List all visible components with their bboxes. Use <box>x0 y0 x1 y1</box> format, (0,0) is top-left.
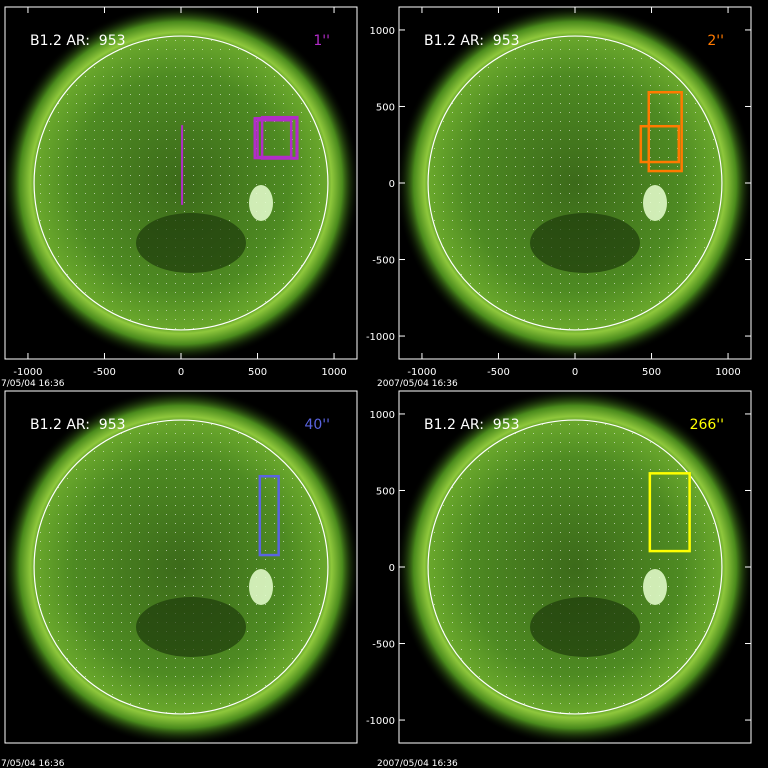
x-tick-label: 1000 <box>321 367 346 378</box>
y-tick-label: 0 <box>389 563 395 574</box>
x-tick-label: 0 <box>178 367 184 378</box>
panel-label: B1.2 AR: 953 <box>30 33 126 49</box>
x-tick-label: 500 <box>642 367 661 378</box>
field-of-view <box>258 474 280 557</box>
x-tick-label: 1000 <box>715 367 740 378</box>
y-tick-label: 1000 <box>370 26 395 37</box>
y-tick-label: 500 <box>376 102 395 113</box>
panel-label: B1.2 AR: 953 <box>30 417 126 433</box>
field-of-view <box>647 90 683 173</box>
coronal-hole <box>136 597 246 657</box>
limb <box>33 35 329 331</box>
x-tick-label: -500 <box>487 367 510 378</box>
limb <box>427 419 723 715</box>
disk-grid <box>428 36 722 330</box>
y-tick-label: -1000 <box>366 716 395 727</box>
disk-grid <box>428 420 722 714</box>
panel: -1000 -500 0 500 1000 -1000 -500 0 500 1000 B1.2 A… <box>366 6 752 389</box>
solar-image <box>399 7 751 359</box>
active-region <box>643 185 667 221</box>
field-of-view <box>256 119 293 159</box>
y-tick-label: 0 <box>389 179 395 190</box>
solar-image <box>399 391 751 743</box>
active-region <box>643 569 667 605</box>
field-of-view <box>639 124 681 164</box>
passband-tag: 40'' <box>304 417 330 433</box>
y-tick-label: -500 <box>372 256 395 267</box>
x-tick-label: 0 <box>572 367 578 378</box>
passband-tag: 2'' <box>707 33 724 49</box>
coronal-hole <box>530 597 640 657</box>
panel: B1.2 AR: 953 40'' 7/05/04 16:36 <box>1 390 358 768</box>
solar-image <box>5 391 357 743</box>
limb <box>427 35 723 331</box>
x-tick-label: 500 <box>248 367 267 378</box>
axes-frame <box>4 390 358 744</box>
x-tick-label: -1000 <box>13 367 42 378</box>
panel: -1000 -500 0 500 1000 B1.2 AR: 953 266'' 2007/0… <box>366 390 752 768</box>
y-tick-label: 1000 <box>370 410 395 421</box>
coronal-hole <box>530 213 640 273</box>
coronal-hole <box>136 213 246 273</box>
timestamp: 2007/05/04 16:36 <box>377 379 458 389</box>
passband-tag: 1'' <box>313 33 330 49</box>
panel-label: B1.2 AR: 953 <box>424 417 520 433</box>
disk-grid <box>34 36 328 330</box>
panel-label: B1.2 AR: 953 <box>424 33 520 49</box>
x-tick-label: -1000 <box>407 367 436 378</box>
active-region <box>249 185 273 221</box>
timestamp: 7/05/04 16:36 <box>1 379 65 389</box>
field-of-view <box>648 472 691 553</box>
y-tick-label: 500 <box>376 486 395 497</box>
y-tick-label: -500 <box>372 640 395 651</box>
timestamp: 7/05/04 16:36 <box>1 759 65 768</box>
solar-image <box>5 7 357 359</box>
x-tick-label: -500 <box>93 367 116 378</box>
y-tick-label: -1000 <box>366 332 395 343</box>
field-of-view <box>260 115 299 160</box>
active-region <box>249 569 273 605</box>
limb <box>33 419 329 715</box>
timestamp: 2007/05/04 16:36 <box>377 759 458 768</box>
panel: -1000 -500 0 500 1000 B1.2 AR: 953 1'' 7/05/04 … <box>1 6 358 389</box>
passband-tag: 266'' <box>690 417 724 433</box>
disk-grid <box>34 420 328 714</box>
